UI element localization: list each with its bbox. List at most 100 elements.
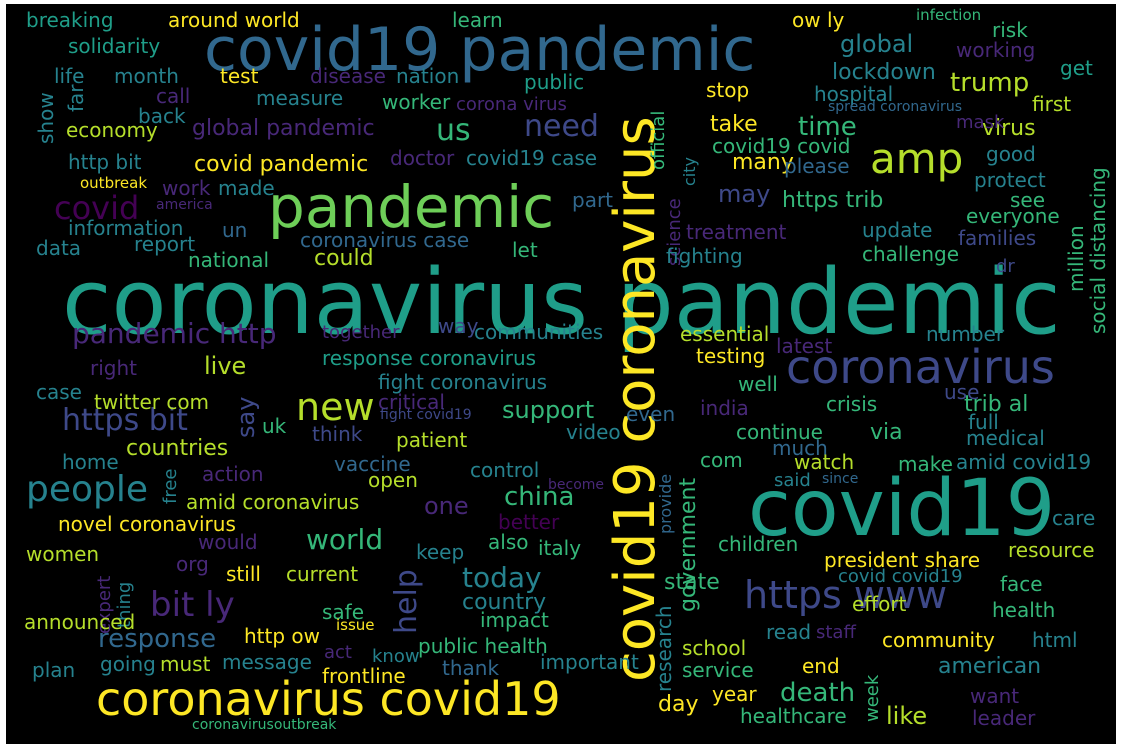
word: everyone [966, 204, 1060, 228]
word: report [134, 232, 196, 256]
word: impact [480, 608, 549, 632]
word: country [462, 590, 547, 615]
word: coronavirus [786, 340, 1055, 394]
word: staff [816, 622, 856, 643]
word: http bit [68, 150, 142, 174]
word: year [712, 682, 757, 706]
word: help [389, 569, 424, 634]
word: social distancing [1086, 167, 1110, 334]
word: day [658, 692, 699, 717]
word: think [312, 422, 363, 446]
word: covid pandemic [194, 152, 369, 177]
word: one [424, 492, 469, 520]
word: work [162, 176, 211, 200]
word: thank [442, 656, 500, 680]
word: public health [418, 634, 548, 658]
word: response [98, 624, 217, 654]
word: like [886, 702, 928, 730]
word: going [100, 652, 156, 676]
word: response coronavirus [322, 346, 537, 370]
word: free [160, 468, 181, 505]
word: far [64, 84, 88, 112]
word: live [204, 352, 247, 380]
word: become [548, 477, 605, 493]
word: patient [396, 428, 468, 452]
word: italy [538, 536, 582, 560]
word: https bit [62, 403, 188, 438]
word: amid covid19 [956, 450, 1092, 474]
word: latest [776, 334, 833, 358]
word: would [198, 530, 258, 554]
word: president share [824, 548, 981, 572]
word: medical [966, 426, 1045, 450]
word: http ow [244, 624, 321, 648]
word: india [700, 396, 749, 420]
word: still [226, 562, 261, 586]
word: call [156, 84, 191, 108]
word: today [462, 561, 542, 594]
word: via [870, 420, 903, 445]
word: action [202, 462, 264, 486]
word: safe [322, 600, 365, 624]
word: children [718, 532, 799, 556]
word: time [798, 112, 857, 142]
word: home [62, 450, 119, 474]
word: test [220, 64, 259, 88]
word: virus [982, 116, 1036, 141]
word: measure [256, 86, 344, 110]
word: communities [474, 320, 604, 344]
word: coronavirusoutbreak [192, 717, 337, 733]
word: healthcare [740, 704, 847, 728]
word: american [938, 654, 1042, 679]
word: frontline [322, 664, 406, 688]
word: message [222, 650, 312, 674]
word: right [90, 356, 137, 380]
word: show [34, 92, 58, 144]
word: take [710, 112, 758, 137]
word: research [652, 605, 676, 692]
word: update [862, 218, 933, 242]
word: together [322, 322, 400, 343]
word: since [822, 471, 859, 487]
word: worker [382, 90, 451, 114]
word: com [700, 448, 743, 472]
word: china [504, 482, 575, 512]
word: covid [54, 189, 140, 227]
word: open [368, 468, 418, 492]
word: new [296, 385, 375, 429]
word: community [882, 628, 995, 652]
word: even [626, 402, 676, 426]
word: families [958, 226, 1037, 250]
word: critical [378, 390, 445, 414]
word: please [784, 154, 850, 178]
word: mask [956, 112, 1005, 133]
word: un [222, 218, 248, 242]
word: control [470, 458, 540, 482]
word: part [572, 188, 614, 212]
word: video [566, 420, 621, 444]
word: uk [262, 414, 287, 438]
word: better [498, 510, 560, 534]
word: amp [870, 134, 964, 183]
word: learn [452, 8, 503, 32]
word: also [488, 530, 529, 554]
word: spread coronavirus [828, 99, 962, 115]
word: made [218, 176, 275, 200]
word: covid covid19 [838, 566, 963, 587]
word: plan [32, 658, 76, 682]
word: many [732, 150, 794, 175]
word: get [1060, 56, 1093, 80]
word: infection [916, 6, 982, 24]
word: challenge [862, 242, 960, 266]
word: risk [992, 18, 1028, 42]
word: death [780, 678, 856, 708]
word: bit ly [150, 585, 235, 625]
word: america [156, 197, 213, 213]
word: twitter com [94, 390, 210, 414]
word: novel coronavirus [58, 512, 236, 536]
word: economy [66, 118, 158, 142]
word: protect [974, 168, 1046, 192]
word: covid19 case [466, 146, 598, 170]
word: good [986, 142, 1036, 166]
word: effort [852, 592, 907, 616]
